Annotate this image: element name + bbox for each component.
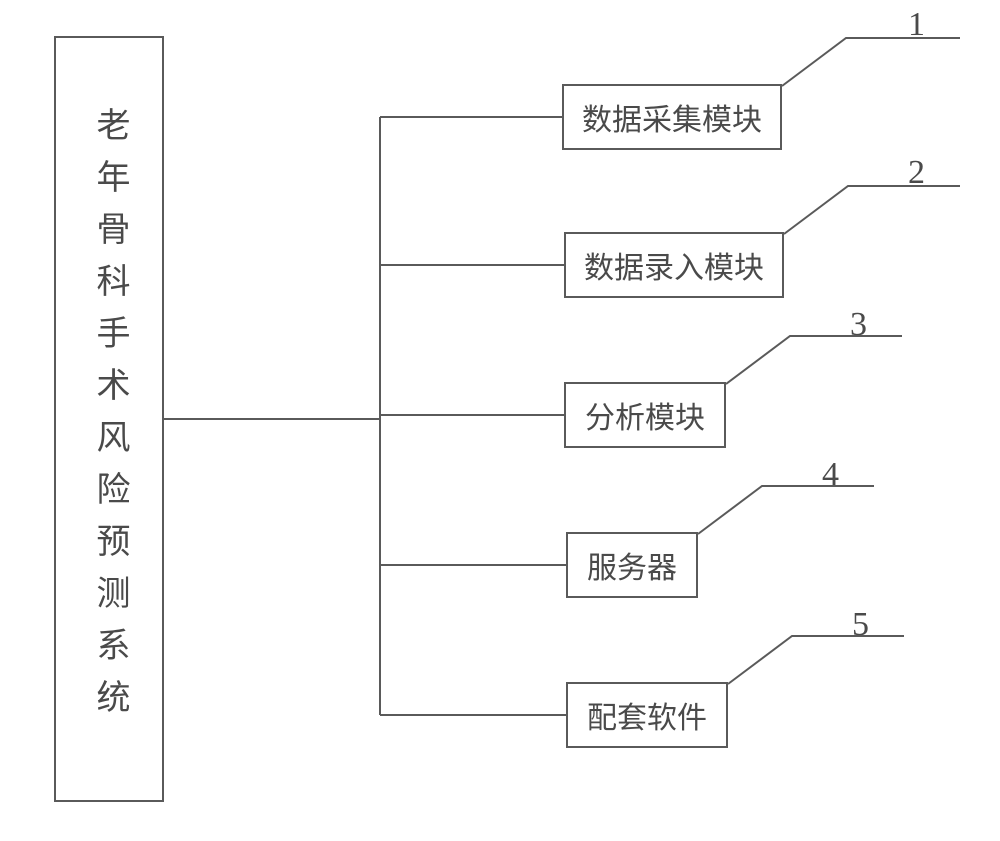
leaf-node-5: 配套软件 <box>566 682 728 748</box>
leaf-node-3: 分析模块 <box>564 382 726 448</box>
leaf-node-1: 数据采集模块 <box>562 84 782 150</box>
leaf-label: 分析模块 <box>585 393 705 437</box>
root-node: 老年骨科手术风险预测系统 <box>54 36 164 802</box>
leaf-label: 数据录入模块 <box>584 243 764 287</box>
callout-number-5: 5 <box>852 606 869 644</box>
root-node-label: 老年骨科手术风险预测系统 <box>92 107 126 731</box>
callout-number-3: 3 <box>850 306 867 344</box>
leaf-label: 服务器 <box>587 543 677 587</box>
callout-number-1: 1 <box>908 6 925 44</box>
leaf-node-2: 数据录入模块 <box>564 232 784 298</box>
leaf-node-4: 服务器 <box>566 532 698 598</box>
callout-number-2: 2 <box>908 154 925 192</box>
callout-number-4: 4 <box>822 456 839 494</box>
leaf-label: 数据采集模块 <box>582 95 762 139</box>
leaf-label: 配套软件 <box>587 693 707 737</box>
